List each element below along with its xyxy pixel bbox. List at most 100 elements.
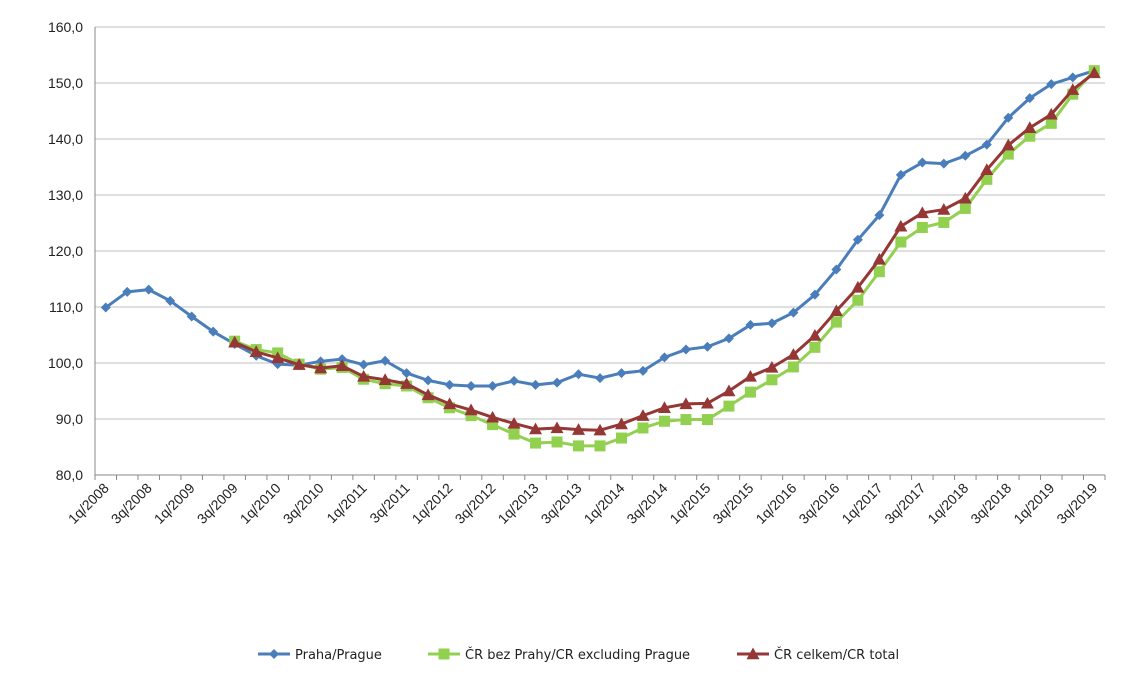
data-point (1067, 72, 1078, 83)
data-point (852, 234, 863, 245)
x-tick-label: 3q/2008 (108, 480, 155, 527)
data-point (657, 401, 671, 413)
x-tick-label: 3q/2011 (366, 480, 413, 527)
data-point (1002, 148, 1014, 160)
data-point (423, 375, 434, 386)
data-point (551, 436, 563, 448)
x-tick-label: 1q/2009 (151, 480, 198, 527)
x-tick-label: 1q/2008 (65, 480, 112, 527)
data-point (894, 219, 908, 232)
data-point (572, 423, 586, 435)
data-point (787, 361, 799, 373)
legend-entry: ČR celkem/CR total (737, 647, 899, 663)
data-point (165, 295, 176, 306)
x-tick-label: 1q/2018 (924, 480, 971, 527)
y-tick-label: 120,0 (48, 243, 83, 259)
x-tick-label: 3q/2017 (881, 480, 928, 527)
x-tick-label: 1q/2016 (752, 480, 799, 527)
data-point (937, 203, 951, 215)
legend-swatch-marker (438, 648, 450, 660)
data-point (314, 361, 328, 374)
data-point (874, 210, 885, 221)
data-point (335, 359, 349, 371)
data-point (271, 351, 285, 364)
x-tick-label: 3q/2013 (538, 480, 585, 527)
data-point (851, 280, 865, 293)
data-point (487, 419, 499, 431)
x-tick-label: 3q/2014 (623, 480, 670, 527)
data-point (981, 173, 993, 185)
data-point (829, 304, 843, 317)
data-point (143, 284, 154, 295)
series-line (234, 69, 1096, 448)
y-axis-tick-labels: 80,0 90,0 100,0 110,0 120,0 130,0 140,0 150,0 16… (48, 19, 83, 483)
data-point (100, 302, 111, 313)
data-point (636, 409, 650, 421)
x-tick-label: 1q/2012 (409, 480, 456, 527)
data-point (723, 333, 734, 344)
data-point (593, 423, 607, 436)
data-point (872, 252, 886, 265)
legend-label: ČR bez Prahy/CR excluding Prague (465, 647, 690, 663)
data-point (357, 369, 371, 382)
legend-entry: Praha/Prague (258, 648, 382, 663)
data-point (744, 386, 756, 398)
data-point (895, 169, 906, 180)
data-point (507, 416, 521, 429)
data-point (700, 396, 714, 409)
x-tick-label: 3q/2012 (452, 480, 499, 527)
data-point (809, 289, 820, 300)
data-point (959, 202, 971, 214)
data-point (637, 365, 648, 376)
x-axis-tick-labels: 1q/20083q/20081q/20093q/20091q/20103q/20… (65, 480, 1101, 527)
data-point (573, 440, 585, 452)
data-point (358, 359, 369, 370)
data-point (465, 410, 477, 422)
data-point (831, 264, 842, 275)
x-tick-label: 3q/2016 (795, 480, 842, 527)
x-tick-label: 3q/2010 (280, 480, 327, 527)
y-tick-label: 100,0 (48, 355, 83, 371)
data-point (895, 236, 907, 248)
data-point (723, 400, 735, 412)
data-point (337, 354, 348, 365)
data-point (1003, 112, 1014, 123)
y-tick-label: 90,0 (56, 411, 83, 427)
data-point (981, 139, 992, 150)
y-tick-label: 80,0 (56, 467, 83, 483)
data-point (1044, 107, 1058, 120)
data-point (765, 360, 779, 373)
x-tick-label: 1q/2019 (1010, 480, 1057, 527)
y-tick-label: 110,0 (49, 299, 83, 315)
data-point (679, 397, 693, 410)
data-point (1046, 79, 1057, 90)
data-point (550, 421, 564, 434)
series-line (104, 69, 1095, 388)
data-point (873, 266, 885, 278)
data-point (573, 369, 584, 380)
x-tick-label: 1q/2010 (237, 480, 284, 527)
data-point (960, 150, 971, 161)
y-tick-label: 160,0 (48, 19, 83, 35)
y-tick-label: 150,0 (48, 75, 83, 91)
data-point (980, 163, 994, 175)
data-point (400, 377, 414, 389)
y-tick-label: 130,0 (48, 187, 83, 203)
data-point (401, 368, 412, 379)
series-lines (100, 65, 1101, 452)
data-point (788, 307, 799, 318)
legend: Praha/Prague ČR bez Prahy/CR excluding Pr… (258, 647, 899, 663)
data-point (938, 158, 949, 169)
data-point (464, 403, 478, 416)
x-tick-label: 1q/2013 (495, 480, 542, 527)
data-point (658, 415, 670, 427)
data-point (701, 414, 713, 426)
data-point (830, 316, 842, 328)
data-point (852, 294, 864, 306)
data-point (508, 428, 520, 440)
data-point (745, 319, 756, 330)
data-point (1087, 66, 1101, 79)
x-tick-label: 1q/2017 (838, 480, 885, 527)
data-point (186, 311, 197, 322)
